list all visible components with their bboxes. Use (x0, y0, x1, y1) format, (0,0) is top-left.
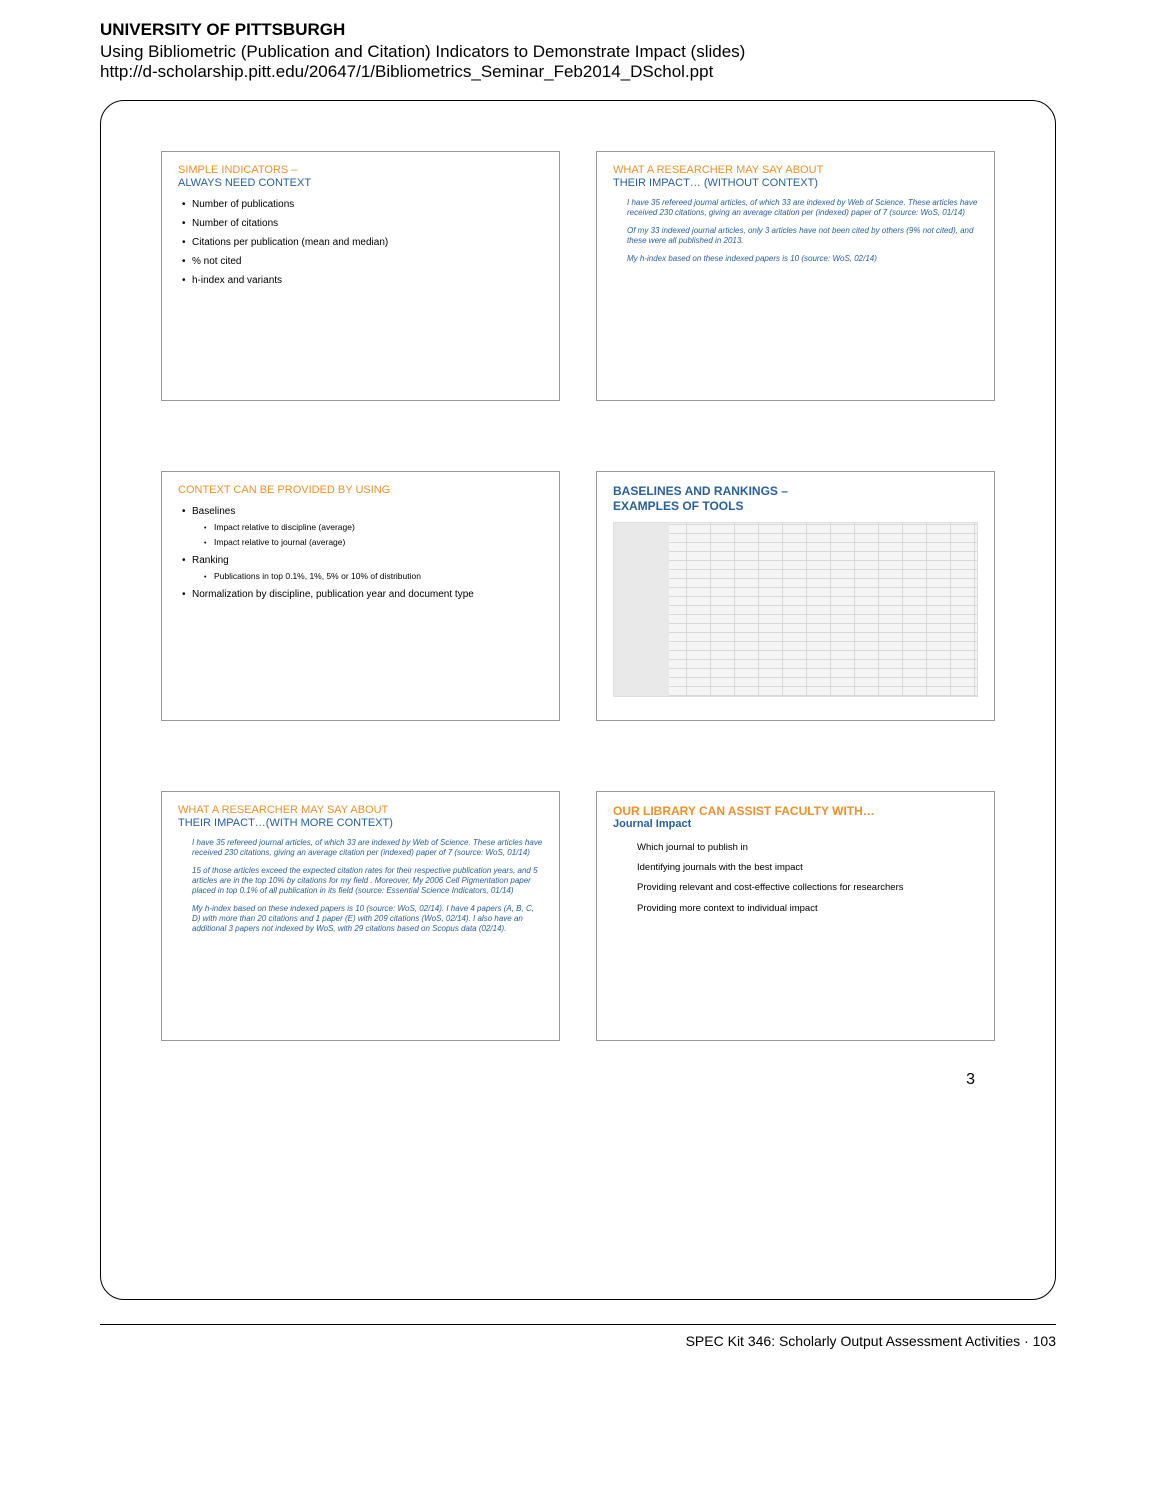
list-item: Number of publications (192, 198, 543, 211)
list-item: Impact relative to discipline (average) (214, 522, 543, 533)
list-item: Providing relevant and cost-effective co… (637, 882, 978, 894)
slide-context-provided: CONTEXT CAN BE PROVIDED BY USING Baselin… (161, 471, 560, 721)
quote-paragraph: My h-index based on these indexed papers… (627, 254, 978, 264)
list-item: Citations per publication (mean and medi… (192, 236, 543, 249)
list-item: h-index and variants (192, 274, 543, 287)
title-line2: EXAMPLES OF TOOLS (613, 499, 743, 513)
item-text: Ranking (192, 555, 229, 566)
slide-title: WHAT A RESEARCHER MAY SAY ABOUT THEIR IM… (613, 164, 978, 190)
list-item: % not cited (192, 255, 543, 268)
item-text: Baselines (192, 506, 235, 517)
slide-baselines-tools: BASELINES AND RANKINGS – EXAMPLES OF TOO… (596, 471, 995, 721)
bullet-list: Number of publications Number of citatio… (178, 198, 543, 287)
page-number: 3 (161, 1071, 995, 1089)
title-line2: Journal Impact (613, 818, 978, 831)
list-item: Baselines Impact relative to discipline … (192, 505, 543, 548)
list-item: Providing more context to individual imp… (637, 903, 978, 915)
list-item: Ranking Publications in top 0.1%, 1%, 5%… (192, 554, 543, 582)
page-frame: SIMPLE INDICATORS – ALWAYS NEED CONTEXT … (100, 100, 1056, 1300)
slide-title: SIMPLE INDICATORS – ALWAYS NEED CONTEXT (178, 164, 543, 190)
list-item: Identifying journals with the best impac… (637, 862, 978, 874)
slide-title: WHAT A RESEARCHER MAY SAY ABOUT THEIR IM… (178, 804, 543, 830)
library-list: Which journal to publish in Identifying … (613, 842, 978, 915)
sublist: Publications in top 0.1%, 1%, 5% or 10% … (192, 571, 543, 582)
list-item: Impact relative to journal (average) (214, 537, 543, 548)
quote-paragraph: Of my 33 indexed journal articles, only … (627, 226, 978, 246)
title-line2: ALWAYS NEED CONTEXT (178, 177, 311, 189)
slide-with-more-context: WHAT A RESEARCHER MAY SAY ABOUT THEIR IM… (161, 791, 560, 1041)
header-institution: UNIVERSITY OF PITTSBURGH (100, 20, 1056, 40)
slide-simple-indicators: SIMPLE INDICATORS – ALWAYS NEED CONTEXT … (161, 151, 560, 401)
quote-paragraph: My h-index based on these indexed papers… (192, 904, 543, 934)
footer: SPEC Kit 346: Scholarly Output Assessmen… (100, 1324, 1056, 1349)
slide-title: OUR LIBRARY CAN ASSIST FACULTY WITH… Jou… (613, 804, 978, 832)
title-line1: WHAT A RESEARCHER MAY SAY ABOUT (613, 164, 823, 176)
sublist: Impact relative to discipline (average) … (192, 522, 543, 548)
list-item: Number of citations (192, 217, 543, 230)
bullet-list: Baselines Impact relative to discipline … (178, 505, 543, 601)
slides-grid: SIMPLE INDICATORS – ALWAYS NEED CONTEXT … (161, 151, 995, 1041)
slide-library-assist: OUR LIBRARY CAN ASSIST FACULTY WITH… Jou… (596, 791, 995, 1041)
slide-title: BASELINES AND RANKINGS – EXAMPLES OF TOO… (613, 484, 978, 514)
quote-paragraph: 15 of those articles exceed the expected… (192, 866, 543, 896)
quote-paragraph: I have 35 refereed journal articles, of … (627, 198, 978, 218)
title-line2: THEIR IMPACT… (WITHOUT CONTEXT) (613, 177, 818, 189)
title-line1: OUR LIBRARY CAN ASSIST FACULTY WITH… (613, 804, 978, 818)
title-line2: THEIR IMPACT…(WITH MORE CONTEXT) (178, 817, 393, 829)
slide-without-context: WHAT A RESEARCHER MAY SAY ABOUT THEIR IM… (596, 151, 995, 401)
title-line1: CONTEXT CAN BE PROVIDED BY USING (178, 484, 390, 496)
tools-screenshot-placeholder (613, 522, 978, 697)
list-item: Publications in top 0.1%, 1%, 5% or 10% … (214, 571, 543, 582)
title-line1: WHAT A RESEARCHER MAY SAY ABOUT (178, 804, 388, 816)
title-line1: BASELINES AND RANKINGS – (613, 484, 788, 498)
header-url: http://d-scholarship.pitt.edu/20647/1/Bi… (100, 62, 1056, 82)
list-item: Normalization by discipline, publication… (192, 588, 543, 601)
header-title: Using Bibliometric (Publication and Cita… (100, 42, 1056, 62)
list-item: Which journal to publish in (637, 842, 978, 854)
quote-paragraph: I have 35 refereed journal articles, of … (192, 838, 543, 858)
title-line1: SIMPLE INDICATORS – (178, 164, 297, 176)
slide-title: CONTEXT CAN BE PROVIDED BY USING (178, 484, 543, 497)
